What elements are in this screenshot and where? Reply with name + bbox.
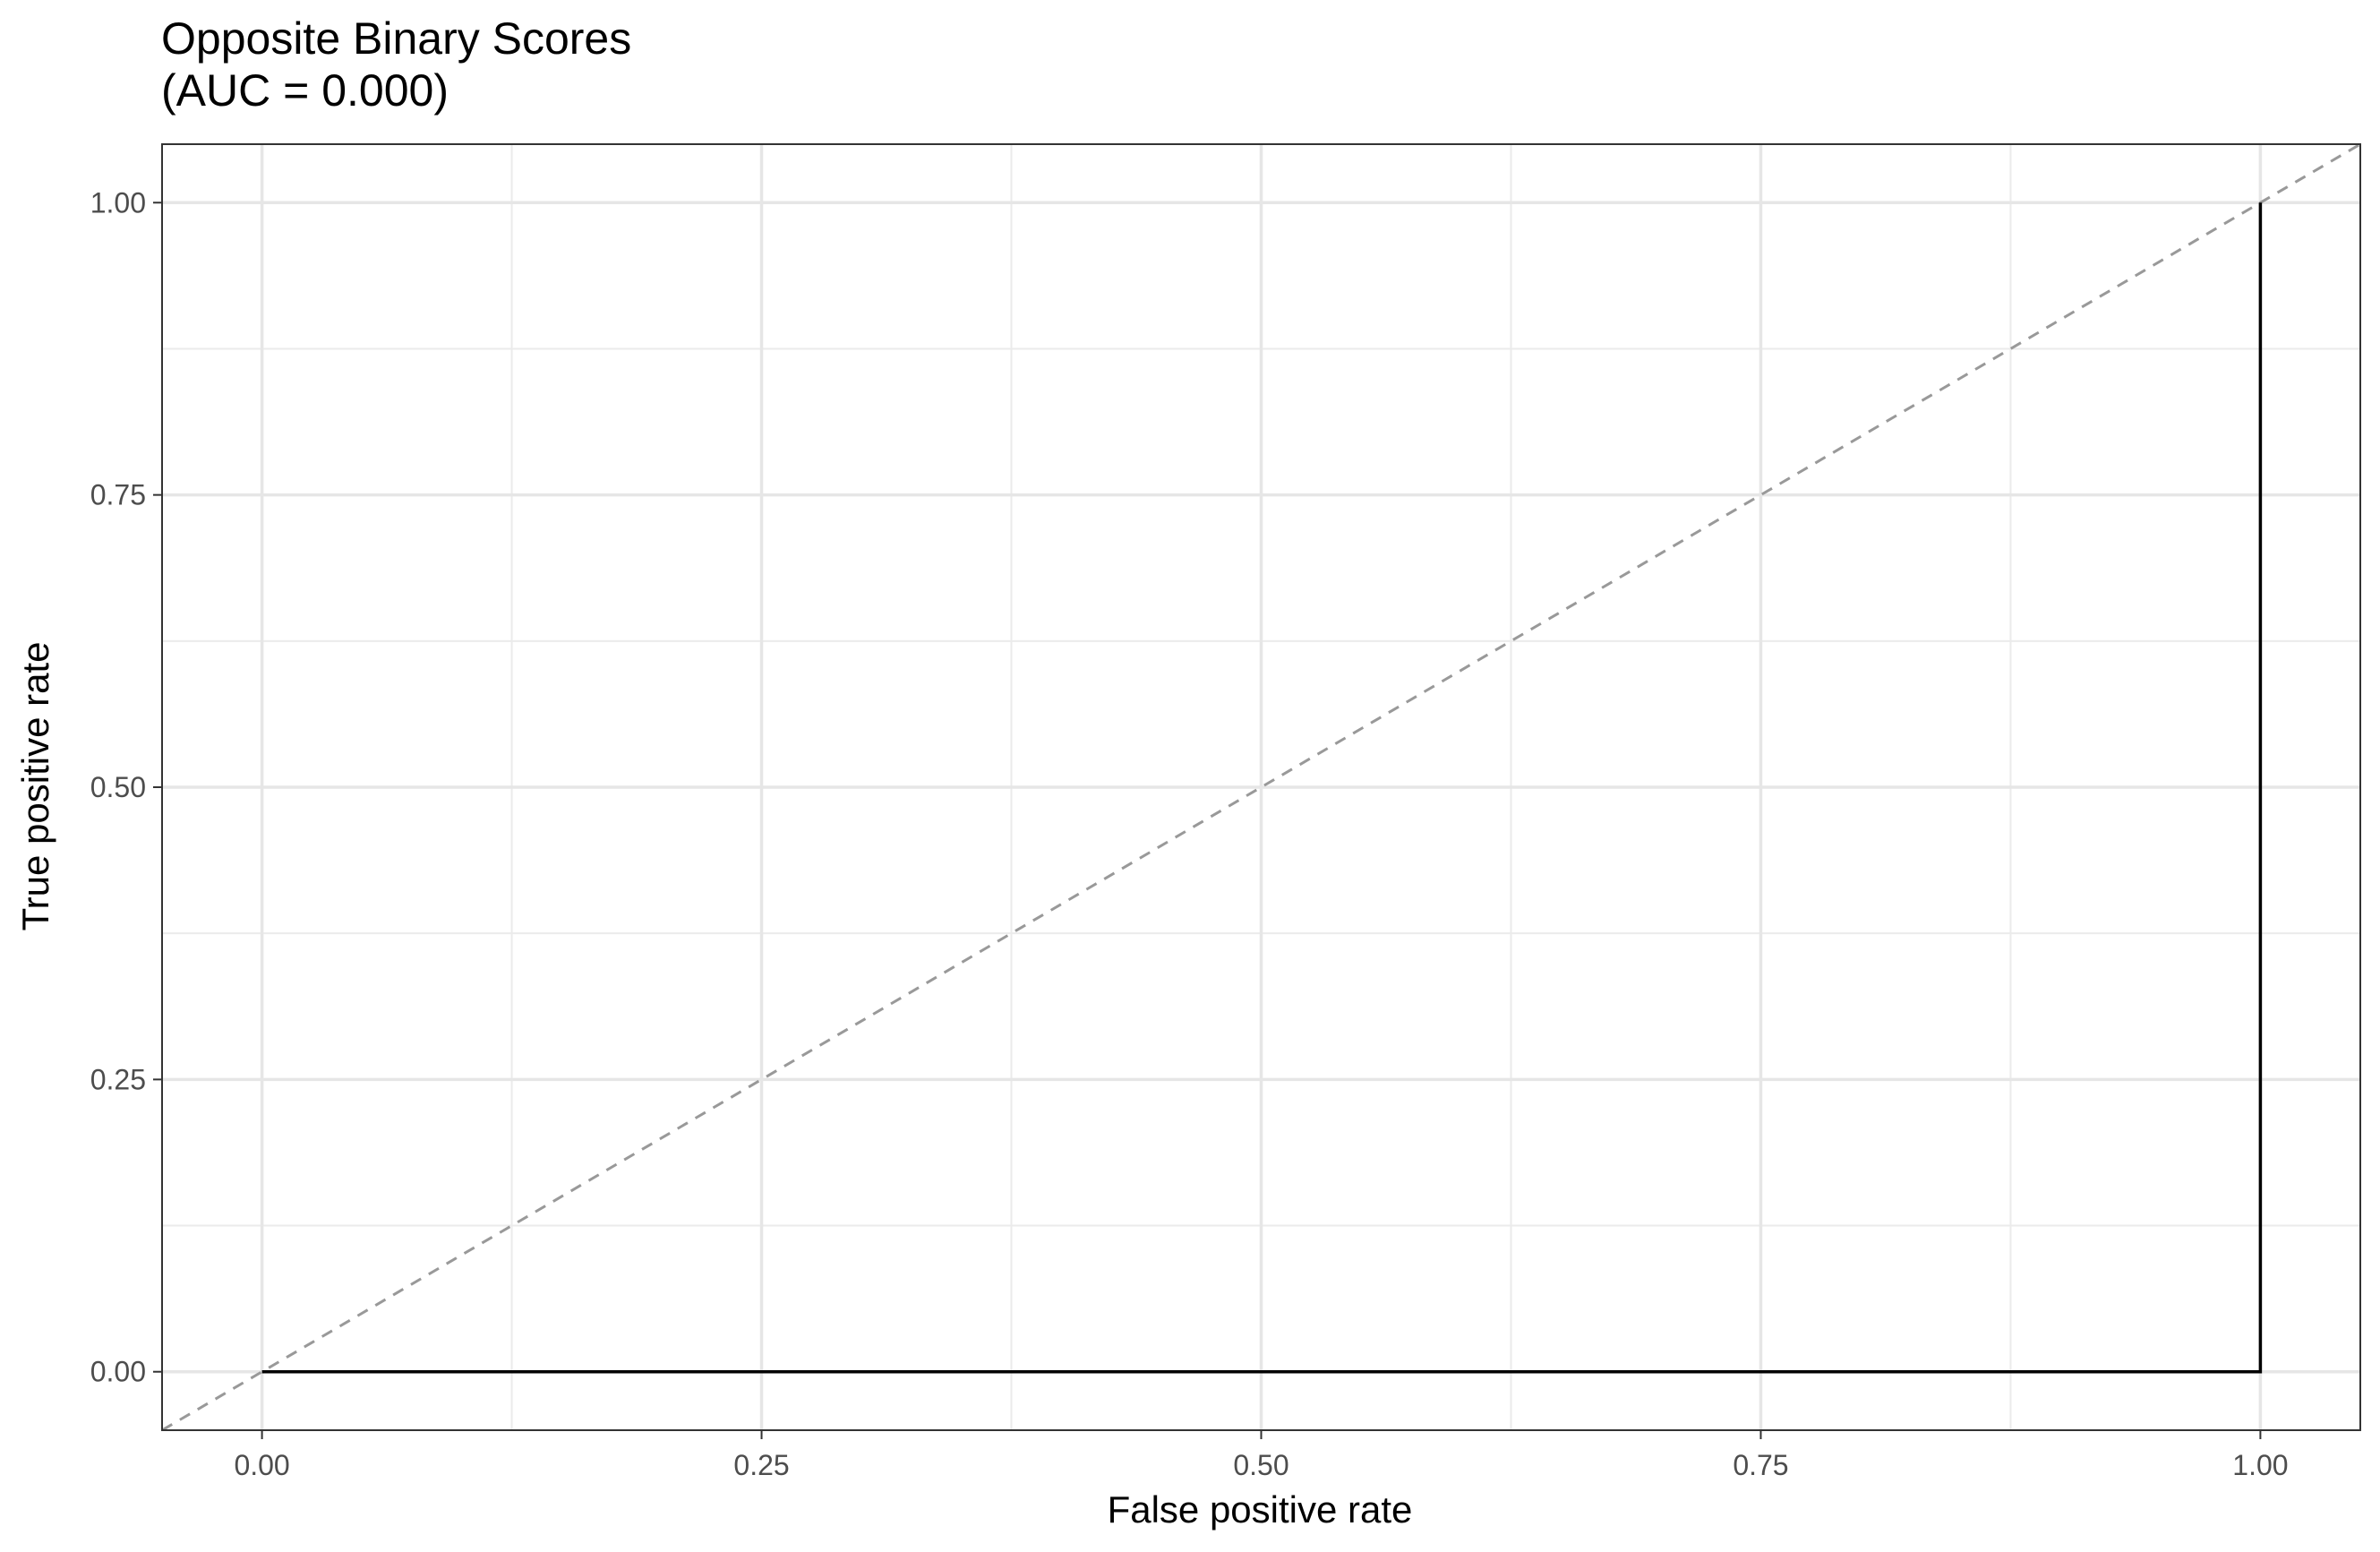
reference-diagonal-line	[162, 144, 2360, 1430]
y-tick-label: 0.00	[90, 1356, 146, 1388]
y-tick-label: 0.25	[90, 1063, 146, 1095]
y-tick-label: 1.00	[90, 186, 146, 219]
y-tick-label: 0.75	[90, 479, 146, 511]
y-tick-label: 0.50	[90, 771, 146, 803]
x-tick-label: 0.75	[1733, 1449, 1788, 1481]
series-layer	[162, 144, 2360, 1430]
chart-title-line-2: (AUC = 0.000)	[161, 65, 449, 116]
y-axis-ticks: 0.00 0.25 0.50 0.75 1.00	[90, 186, 162, 1388]
x-axis-ticks: 0.00 0.25 0.50 0.75 1.00	[234, 1430, 2289, 1481]
y-axis-title: True positive rate	[14, 642, 56, 931]
x-tick-label: 0.00	[234, 1449, 289, 1481]
x-axis-title: False positive rate	[1108, 1488, 1413, 1531]
roc-curve-line	[261, 202, 2263, 1374]
x-tick-label: 1.00	[2232, 1449, 2288, 1481]
x-tick-label: 0.25	[733, 1449, 789, 1481]
x-tick-label: 0.50	[1233, 1449, 1288, 1481]
chart-title-line-1: Opposite Binary Scores	[161, 13, 632, 64]
chart-title: Opposite Binary Scores (AUC = 0.000)	[161, 13, 631, 116]
